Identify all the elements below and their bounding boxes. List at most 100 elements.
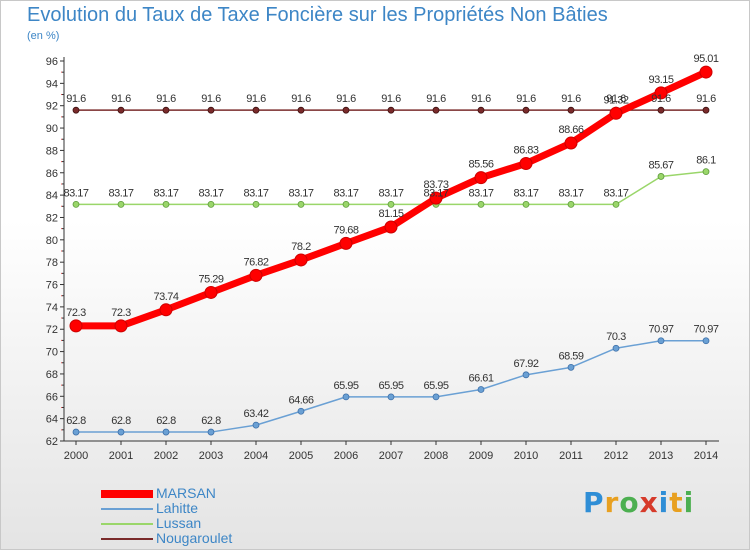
data-label-lussan: 83.17 (198, 187, 223, 199)
data-point-nougaroulet (387, 106, 395, 114)
x-tick-label: 2010 (514, 450, 538, 462)
legend-label: Lahitte (156, 500, 199, 516)
data-label-marsan: 81.15 (378, 208, 403, 220)
data-point-lussan (207, 200, 215, 208)
data-point-lussan (297, 200, 305, 208)
data-label-marsan: 86.83 (513, 144, 538, 156)
data-point-lahitte (117, 428, 125, 436)
legend-swatch (101, 490, 153, 498)
x-tick-label: 2013 (649, 450, 673, 462)
data-point-nougaroulet (117, 106, 125, 114)
x-tick-label: 2001 (109, 450, 133, 462)
x-tick-label: 2014 (694, 450, 718, 462)
data-label-lahitte: 65.95 (423, 380, 448, 392)
data-label-nougaroulet: 91.6 (66, 93, 86, 105)
data-label-marsan: 76.82 (243, 256, 268, 268)
chart-title: Evolution du Taux de Taxe Foncière sur l… (27, 4, 608, 26)
y-tick-label: 70 (46, 347, 58, 359)
y-tick-label: 96 (46, 56, 58, 68)
x-tick-label: 2004 (244, 450, 268, 462)
data-label-lussan: 83.17 (108, 187, 133, 199)
data-point-lahitte (432, 393, 440, 401)
data-label-lahitte: 66.61 (468, 372, 493, 384)
data-point-marsan (204, 285, 218, 299)
data-label-lahitte: 62.8 (111, 415, 131, 427)
data-point-lussan (117, 200, 125, 208)
data-label-lussan: 83.17 (513, 187, 538, 199)
data-point-marsan (114, 319, 128, 333)
data-point-marsan (294, 253, 308, 267)
data-point-nougaroulet (477, 106, 485, 114)
legend-item-marsan: MARSAN (101, 485, 301, 502)
y-tick-label: 82 (46, 212, 58, 224)
data-point-marsan (384, 220, 398, 234)
legend-swatch (101, 523, 153, 525)
data-point-lahitte (252, 421, 260, 429)
y-tick-label: 66 (46, 391, 58, 403)
data-label-nougaroulet: 91.6 (606, 93, 626, 105)
data-label-lussan: 85.67 (648, 159, 673, 171)
data-label-marsan: 91.32 (603, 94, 628, 106)
data-label-nougaroulet: 91.6 (246, 93, 266, 105)
data-point-lussan (612, 200, 620, 208)
data-label-nougaroulet: 91.6 (201, 93, 221, 105)
y-tick-label: 94 (46, 78, 58, 90)
data-point-marsan (654, 86, 668, 100)
data-point-lahitte (342, 393, 350, 401)
data-label-lahitte: 64.66 (288, 394, 313, 406)
x-tick-label: 2005 (289, 450, 313, 462)
data-point-marsan (519, 156, 533, 170)
data-label-lahitte: 62.8 (66, 415, 86, 427)
y-tick-label: 90 (46, 123, 58, 135)
y-tick-label: 72 (46, 324, 58, 336)
proxiti-logo: Proxiti (583, 486, 694, 519)
data-label-marsan: 75.29 (198, 273, 223, 285)
data-point-marsan (429, 191, 443, 205)
logo-letter: o (619, 486, 640, 519)
data-point-lahitte (297, 407, 305, 415)
data-point-marsan (474, 171, 488, 185)
data-label-lussan: 86.1 (696, 155, 716, 167)
data-label-marsan: 88.66 (558, 124, 583, 136)
data-label-nougaroulet: 91.6 (291, 93, 311, 105)
data-label-nougaroulet: 91.6 (381, 93, 401, 105)
x-tick-label: 2009 (469, 450, 493, 462)
data-point-marsan (564, 136, 578, 150)
data-label-marsan: 73.74 (153, 291, 178, 303)
data-label-marsan: 72.3 (66, 307, 86, 319)
data-point-nougaroulet (567, 106, 575, 114)
data-label-nougaroulet: 91.6 (471, 93, 491, 105)
data-label-marsan: 72.3 (111, 307, 131, 319)
data-label-lahitte: 70.97 (648, 324, 673, 336)
data-label-lahitte: 65.95 (333, 380, 358, 392)
data-point-lahitte (207, 428, 215, 436)
y-tick-label: 64 (46, 414, 58, 426)
y-tick-label: 84 (46, 190, 58, 202)
y-tick-label: 62 (46, 436, 58, 448)
data-point-lahitte (612, 344, 620, 352)
data-label-lussan: 83.17 (63, 187, 88, 199)
data-label-lahitte: 63.42 (243, 408, 268, 420)
data-label-nougaroulet: 91.6 (426, 93, 446, 105)
data-point-lahitte (387, 393, 395, 401)
data-label-marsan: 93.15 (648, 74, 673, 86)
data-label-lussan: 83.17 (378, 187, 403, 199)
y-tick-label: 92 (46, 101, 58, 113)
data-label-lahitte: 65.95 (378, 380, 403, 392)
data-label-nougaroulet: 91.6 (561, 93, 581, 105)
legend-swatch (101, 538, 153, 540)
data-point-nougaroulet (297, 106, 305, 114)
data-label-lahitte: 68.59 (558, 350, 583, 362)
data-point-nougaroulet (252, 106, 260, 114)
legend-item-lahitte: Lahitte (101, 500, 301, 517)
y-tick-label: 80 (46, 235, 58, 247)
data-point-lussan (522, 200, 530, 208)
logo-letter: r (604, 486, 620, 519)
data-label-marsan: 78.2 (291, 241, 311, 253)
y-tick-label: 88 (46, 145, 58, 157)
x-tick-label: 2012 (604, 450, 628, 462)
data-point-lahitte (522, 371, 530, 379)
y-tick-label: 86 (46, 168, 58, 180)
data-label-nougaroulet: 91.6 (651, 93, 671, 105)
